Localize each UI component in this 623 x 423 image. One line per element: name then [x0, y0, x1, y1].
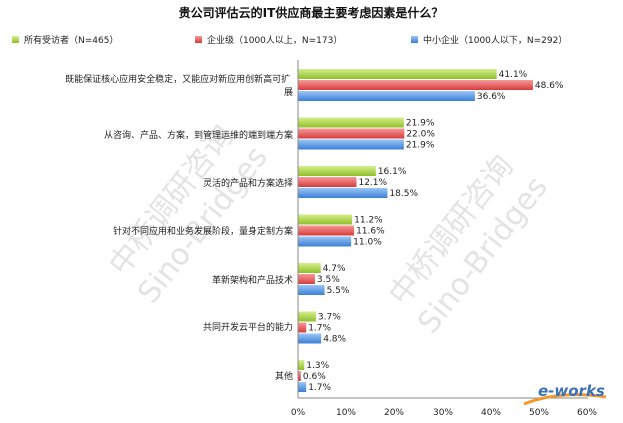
- bar: [298, 80, 533, 90]
- data-label: 11.6%: [356, 227, 385, 237]
- bars: [298, 69, 533, 392]
- x-tick-label: 50%: [529, 408, 549, 418]
- legend-swatch: [12, 36, 19, 43]
- bar: [298, 214, 353, 225]
- bar: [298, 322, 307, 333]
- data-label: 48.6%: [535, 81, 564, 91]
- category-label: 灵活的产品和方案选择: [203, 177, 293, 189]
- bar: [298, 371, 301, 381]
- data-label: 18.5%: [389, 189, 418, 199]
- legend: 所有受访者（N=465） 企业级（1000人以上，N=173） 中小企业（100…: [12, 34, 567, 46]
- legend-label: 企业级（1000人以上，N=173）: [207, 34, 342, 46]
- data-label: 0.6%: [303, 372, 326, 382]
- category-label: 针对不同应用和业务发展阶段，量身定制方案: [113, 225, 293, 237]
- bar: [298, 117, 404, 128]
- eworks-logo: e-works: [523, 382, 607, 406]
- bar: [298, 91, 475, 101]
- x-ticks: 0% 10% 20% 30% 40% 50% 60%: [291, 408, 598, 418]
- data-label: 21.9%: [406, 141, 435, 151]
- x-tick-label: 20%: [384, 408, 404, 418]
- data-label: 3.7%: [318, 313, 341, 323]
- bar: [298, 69, 497, 79]
- bar: [298, 274, 315, 284]
- bar: [298, 139, 404, 150]
- x-tick-label: 0%: [291, 408, 306, 418]
- data-label: 4.7%: [323, 264, 346, 274]
- x-tick-label: 60%: [577, 408, 597, 418]
- chart-title: 贵公司评估云的IT供应商最主要考虑因素是什么？: [179, 5, 444, 20]
- bar: [298, 360, 305, 370]
- bar: [298, 177, 357, 187]
- data-label: 4.8%: [323, 335, 346, 345]
- bar: [298, 382, 307, 392]
- x-tick-label: 40%: [481, 408, 501, 418]
- data-label: 1.7%: [308, 324, 331, 334]
- bar: [298, 333, 322, 344]
- bar: [298, 128, 405, 139]
- data-label: 3.5%: [317, 275, 340, 285]
- x-tick-label: 10%: [336, 408, 356, 418]
- bar: [298, 311, 316, 322]
- data-label: 21.9%: [406, 119, 435, 129]
- bar: [298, 285, 325, 295]
- bar: [298, 236, 352, 247]
- x-tick-label: 30%: [433, 408, 453, 418]
- category-label: 既能保证核心应用安全稳定，又能应对新应用创新高可扩 展: [65, 73, 293, 98]
- category-label: 革新架构和产品技术: [212, 274, 293, 286]
- legend-swatch: [411, 36, 418, 43]
- category-label: 其他: [275, 370, 293, 382]
- data-label: 16.1%: [378, 167, 407, 177]
- bar: [298, 188, 388, 198]
- data-label: 1.7%: [308, 383, 331, 393]
- data-label: 1.3%: [306, 361, 329, 371]
- data-label: 41.1%: [499, 70, 528, 80]
- data-label: 12.1%: [358, 178, 387, 188]
- data-labels: 41.1% 48.6% 36.6% 21.9%22.0%21.9% 16.1%12.1%…: [303, 70, 564, 393]
- legend-item: 所有受访者（N=465）: [12, 34, 118, 46]
- data-label: 11.2%: [354, 216, 383, 226]
- data-label: 5.5%: [327, 286, 350, 296]
- legend-swatch: [195, 36, 202, 43]
- category-label: 从咨询、产品、方案，到管理运维的端到端方案: [104, 129, 293, 141]
- data-label: 11.0%: [353, 238, 382, 248]
- data-label: 36.6%: [477, 92, 506, 102]
- legend-item: 企业级（1000人以上，N=173）: [195, 34, 342, 46]
- data-label: 22.0%: [406, 130, 435, 140]
- bar: [298, 166, 376, 176]
- bar: [298, 225, 355, 236]
- category-label: 共同开发云平台的能力: [203, 321, 293, 333]
- legend-label: 所有受访者（N=465）: [24, 34, 118, 46]
- category-labels: 既能保证核心应用安全稳定，又能应对新应用创新高可扩 展 从咨询、产品、方案，到管…: [65, 73, 293, 382]
- legend-item: 中小企业（1000人以下，N=292）: [411, 34, 567, 46]
- svg-text:e-works: e-works: [538, 382, 605, 400]
- bar: [298, 263, 321, 273]
- legend-label: 中小企业（1000人以下，N=292）: [423, 34, 567, 46]
